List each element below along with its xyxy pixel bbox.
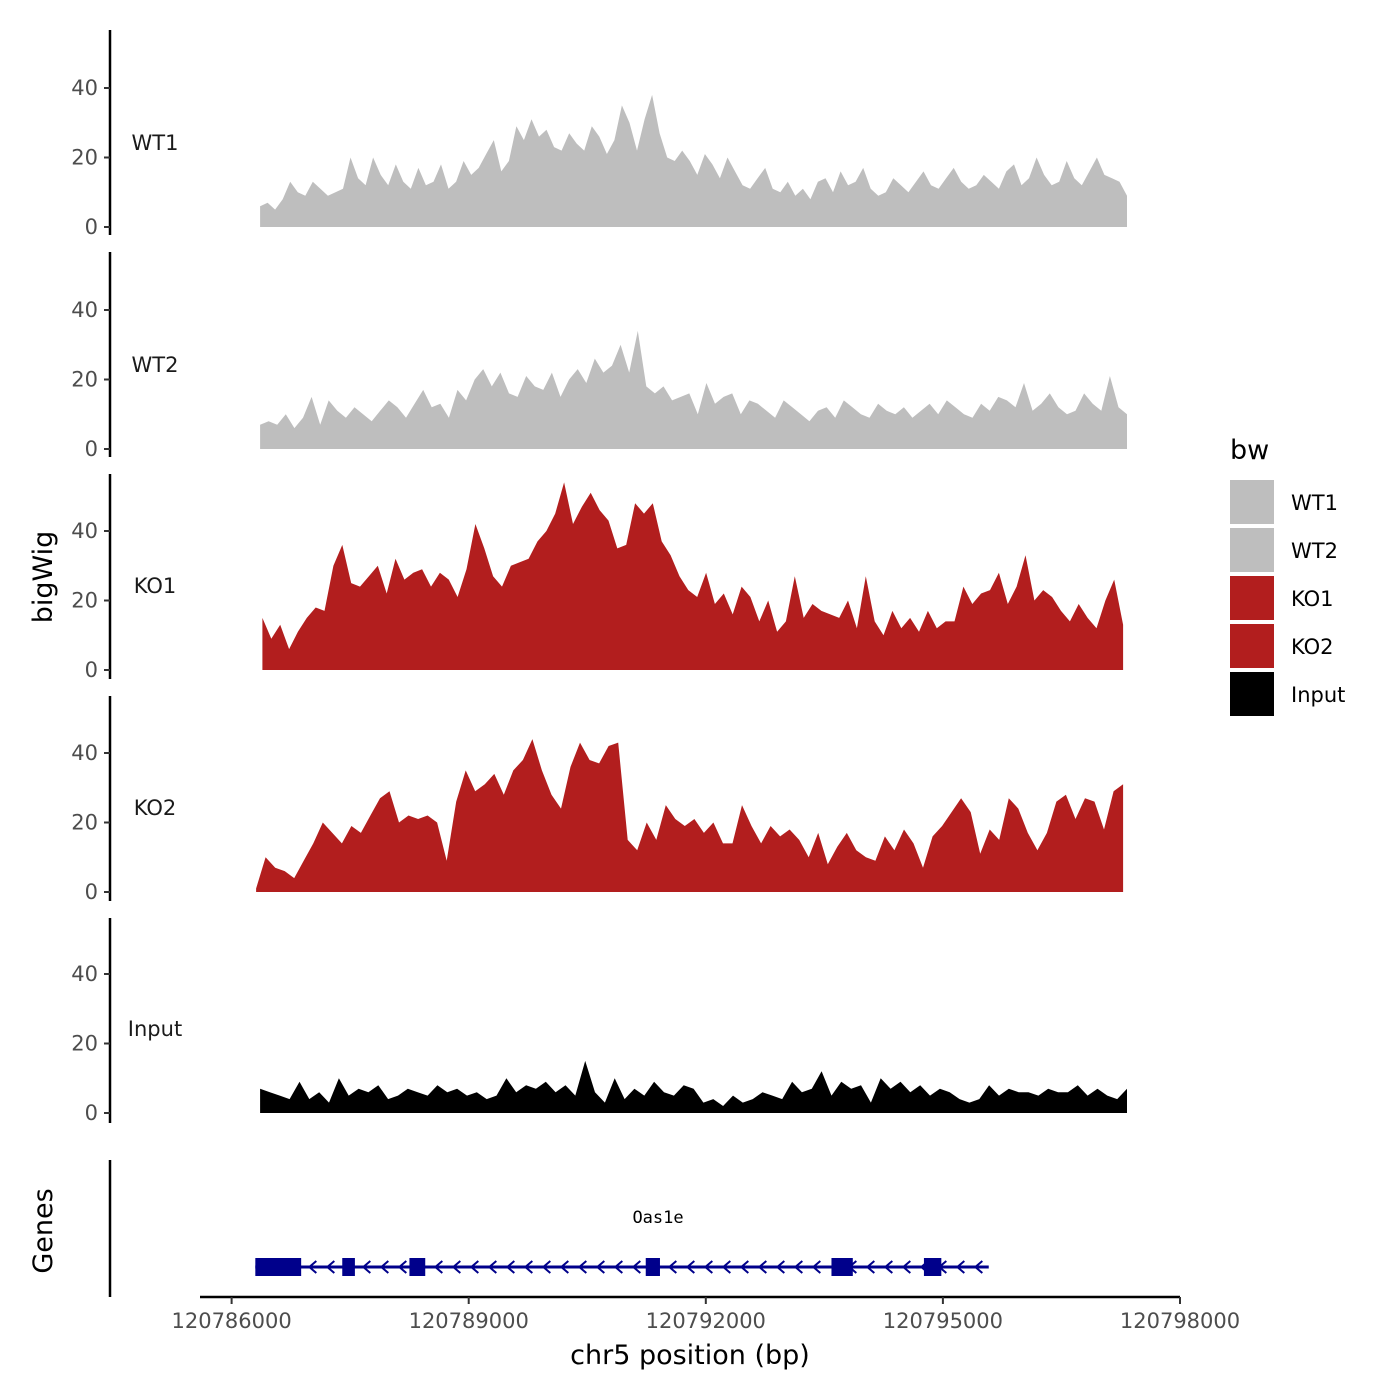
strand-arrow — [595, 1260, 605, 1274]
x-axis-title: chr5 position (bp) — [570, 1340, 810, 1371]
legend-key-wt1 — [1230, 480, 1274, 524]
strand-arrow — [685, 1260, 695, 1274]
y-tick-label: 20 — [71, 811, 98, 835]
gene-label: Oas1e — [632, 1208, 683, 1228]
y-tick-label: 0 — [85, 880, 98, 904]
strand-arrow — [667, 1260, 677, 1274]
y-tick-label: 40 — [71, 519, 98, 543]
strand-arrow — [973, 1260, 983, 1274]
strand-arrow — [433, 1260, 443, 1274]
strand-arrow — [541, 1260, 551, 1274]
signal-area-input — [260, 1060, 1128, 1113]
legend-label-wt2: WT2 — [1291, 539, 1338, 563]
x-tick-label: 120795000 — [883, 1309, 1003, 1333]
y-tick-label: 40 — [71, 962, 98, 986]
track-label-ko1: KO1 — [134, 574, 177, 598]
track-wt1: 0 20 40 WT1 — [71, 30, 1128, 239]
strand-arrow — [307, 1260, 317, 1274]
track-input: 0 20 40 Input — [71, 918, 1128, 1125]
strand-arrow — [721, 1260, 731, 1274]
y-tick-label: 0 — [85, 658, 98, 682]
gene-exon — [831, 1258, 853, 1276]
gene-track: Oas1e — [108, 1160, 989, 1297]
legend-label-input: Input — [1291, 683, 1345, 707]
y-tick-label: 20 — [71, 1032, 98, 1056]
y-tick-label: 0 — [85, 215, 98, 239]
legend-label-wt1: WT1 — [1291, 491, 1338, 515]
gene-exon — [409, 1258, 426, 1276]
signal-area-ko2 — [256, 739, 1124, 892]
signal-tracks: 0 20 40 WT1 0 20 40 WT2 0 20 40 KO1 0 20 40 KO2 0 20 40 Inp… — [71, 30, 1128, 1125]
y-tick-label: 40 — [71, 76, 98, 100]
strand-arrow — [451, 1260, 461, 1274]
strand-arrow — [865, 1260, 875, 1274]
strand-arrow — [613, 1260, 623, 1274]
strand-arrow — [955, 1260, 965, 1274]
legend-title: bw — [1230, 435, 1269, 466]
legend-key-ko1 — [1230, 576, 1274, 620]
y-tick-label: 40 — [71, 298, 98, 322]
strand-arrow — [883, 1260, 893, 1274]
track-label-wt2: WT2 — [132, 353, 179, 377]
track-label-wt1: WT1 — [132, 131, 179, 155]
legend-label-ko1: KO1 — [1291, 587, 1334, 611]
strand-arrow — [325, 1260, 335, 1274]
strand-arrow — [523, 1260, 533, 1274]
track-wt2: 0 20 40 WT2 — [71, 252, 1128, 461]
strand-arrow — [577, 1260, 587, 1274]
strand-arrow — [901, 1260, 911, 1274]
legend-key-input — [1230, 672, 1274, 716]
x-tick-label: 120789000 — [409, 1309, 529, 1333]
strand-arrow — [361, 1260, 371, 1274]
strand-arrow — [631, 1260, 641, 1274]
track-ko2: 0 20 40 KO2 — [71, 696, 1124, 904]
strand-arrow — [793, 1260, 803, 1274]
legend: bw WT1 WT2 KO1 KO2 Input — [1230, 435, 1345, 716]
strand-arrow — [379, 1260, 389, 1274]
strand-arrow — [775, 1260, 785, 1274]
strand-arrow — [757, 1260, 767, 1274]
legend-key-wt2 — [1230, 528, 1274, 572]
y-tick-label: 0 — [85, 437, 98, 461]
track-label-ko2: KO2 — [134, 796, 177, 820]
x-axis: 120786000 120789000 120792000 120795000 1207… — [171, 1295, 1240, 1333]
x-tick-label: 120786000 — [171, 1309, 291, 1333]
genes-axis-title: Genes — [28, 1188, 59, 1273]
x-tick-label: 120792000 — [646, 1309, 766, 1333]
strand-arrow — [703, 1260, 713, 1274]
strand-arrow — [469, 1260, 479, 1274]
y-tick-label: 20 — [71, 368, 98, 392]
y-tick-label: 0 — [85, 1101, 98, 1125]
gene-exon — [255, 1258, 302, 1276]
y-tick-label: 20 — [71, 146, 98, 170]
track-ko1: 0 20 40 KO1 — [71, 474, 1124, 682]
gene-exon — [645, 1258, 660, 1276]
gene-exon — [342, 1258, 355, 1276]
strand-arrow — [397, 1260, 407, 1274]
legend-key-ko2 — [1230, 624, 1274, 668]
strand-arrow — [811, 1260, 821, 1274]
signal-area-wt1 — [260, 94, 1128, 228]
y-tick-label: 40 — [71, 741, 98, 765]
signal-area-ko1 — [262, 482, 1124, 670]
y-axis-title: bigWig — [28, 531, 59, 624]
track-label-input: Input — [128, 1017, 182, 1041]
strand-arrow — [559, 1260, 569, 1274]
x-tick-label: 120798000 — [1120, 1309, 1240, 1333]
legend-label-ko2: KO2 — [1291, 635, 1334, 659]
gene-exon — [923, 1258, 942, 1276]
y-tick-label: 20 — [71, 589, 98, 613]
strand-arrow — [505, 1260, 515, 1274]
strand-arrow — [739, 1260, 749, 1274]
strand-arrow — [487, 1260, 497, 1274]
signal-area-wt2 — [260, 330, 1128, 449]
